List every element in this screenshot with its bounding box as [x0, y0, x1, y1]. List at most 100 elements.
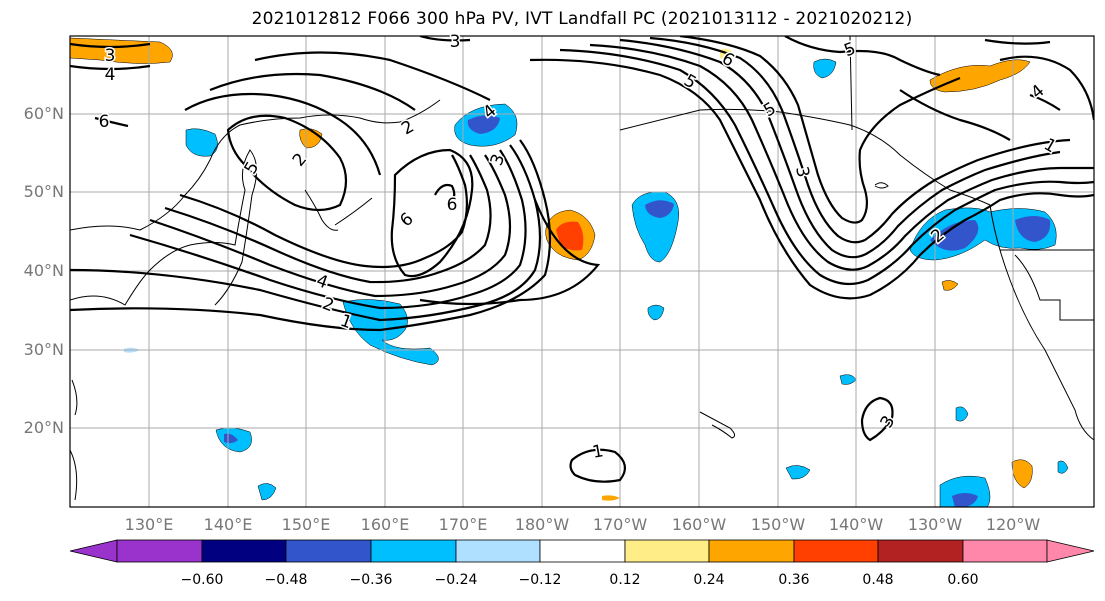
pv-contour [70, 139, 552, 332]
colorbar-bin [793, 539, 879, 563]
pv-contour [70, 144, 542, 322]
pv-contour [569, 448, 627, 483]
pv-contour [679, 36, 961, 224]
lon-label: 170°W [592, 515, 648, 534]
pv-contour [529, 58, 1094, 300]
pv-contour [419, 199, 601, 306]
pv-contour [649, 36, 1071, 244]
shade-blob [645, 200, 674, 218]
coastline [989, 204, 1094, 441]
lat-label: 50°N [23, 182, 64, 201]
colorbar-bin [370, 539, 457, 563]
colorbar-bin [877, 539, 964, 563]
pv-contour [179, 154, 469, 269]
pv-contour [209, 72, 416, 111]
shade-blob [930, 220, 979, 251]
colorbar-tick-label: 0.60 [947, 572, 979, 588]
lon-label: 140°E [203, 515, 253, 534]
shading-layer [70, 37, 1069, 507]
lon-label: 150°W [750, 515, 806, 534]
lat-label: 60°N [23, 104, 64, 123]
shade-blob [1057, 460, 1069, 474]
colorbar [69, 539, 1095, 563]
map-frame [69, 35, 1095, 508]
contour-label: 4 [105, 65, 116, 85]
lon-label: 140°W [828, 515, 884, 534]
coastline [70, 99, 441, 231]
lon-label: 130°W [907, 515, 963, 534]
colorbar-arrow-left [69, 539, 118, 563]
pv-contour [254, 51, 491, 101]
coastline [334, 197, 373, 226]
pv-contour [559, 48, 1094, 286]
pv-contour [434, 183, 456, 206]
shade-blob [955, 406, 969, 422]
coastline [874, 182, 889, 189]
colorbar-tick-label: −0.60 [180, 572, 224, 588]
shade-blob [556, 221, 584, 251]
colorbar-bin [116, 539, 203, 563]
shade-blob [785, 465, 811, 480]
colorbar-tick-label: 0.36 [778, 572, 810, 588]
pv-contour [390, 148, 474, 278]
pv-contour [70, 42, 151, 49]
colorbar-bin [285, 539, 372, 563]
pv-contour [984, 38, 1051, 45]
shade-blob [1011, 459, 1033, 489]
contour-label: 3 [450, 32, 461, 52]
shade-blob [647, 304, 665, 321]
lat-label: 30°N [23, 340, 64, 359]
pv-contour [184, 92, 382, 176]
lon-label: 130°E [124, 515, 174, 534]
coastline [71, 379, 78, 416]
pv-contour [860, 396, 894, 442]
shade-blob [467, 115, 500, 134]
shade-blob [813, 58, 837, 79]
pv-contour [70, 64, 151, 71]
colorbar-tick-label: −0.36 [349, 572, 393, 588]
contour-label: 1 [591, 441, 605, 463]
pv-contour [1029, 93, 1061, 111]
colorbar-bin [455, 539, 541, 563]
pv-contour [999, 55, 1094, 121]
coastline [619, 108, 991, 206]
colorbar-bin [624, 539, 710, 563]
contour-label: 6 [99, 112, 110, 132]
coastline [70, 149, 257, 306]
colorbar-bin [201, 539, 287, 563]
coastline [70, 449, 78, 501]
pv-contour [226, 114, 348, 212]
pv-contour [149, 154, 512, 298]
pv-contour [94, 116, 129, 128]
contour-label: 6 [447, 195, 458, 215]
coastline [1014, 254, 1094, 321]
shade-blob [602, 495, 620, 501]
coastline [699, 411, 736, 439]
map-title: 2021012812 F066 300 hPa PV, IVT Landfall… [251, 9, 913, 29]
shade-blob [1015, 216, 1051, 242]
pv-contour [419, 36, 471, 42]
colorbar-tick-label: −0.48 [264, 572, 308, 588]
lon-label: 160°E [360, 515, 410, 534]
colorbar-tick-label: −0.12 [518, 572, 562, 588]
lon-label: 180°W [514, 515, 570, 534]
colorbar-tick-label: 0.48 [862, 572, 894, 588]
colorbar-bin [962, 539, 1048, 563]
pv-contours [70, 36, 1094, 483]
pv-contour [164, 154, 492, 284]
colorbar-tick-label: −0.24 [434, 572, 478, 588]
graticule [70, 36, 1094, 507]
lon-label: 150°E [281, 515, 331, 534]
pv-contour [899, 89, 1011, 141]
shade-blob [939, 475, 991, 507]
lat-label: 20°N [23, 418, 64, 437]
shade-blob [929, 59, 1031, 93]
lon-label: 120°W [985, 515, 1041, 534]
shade-blob [952, 493, 978, 507]
pv-contour [619, 38, 1061, 259]
pv-contour [589, 43, 1094, 271]
contour-label: 3 [791, 165, 813, 179]
contour-label: 3 [105, 46, 116, 66]
pv-contour [784, 36, 941, 77]
